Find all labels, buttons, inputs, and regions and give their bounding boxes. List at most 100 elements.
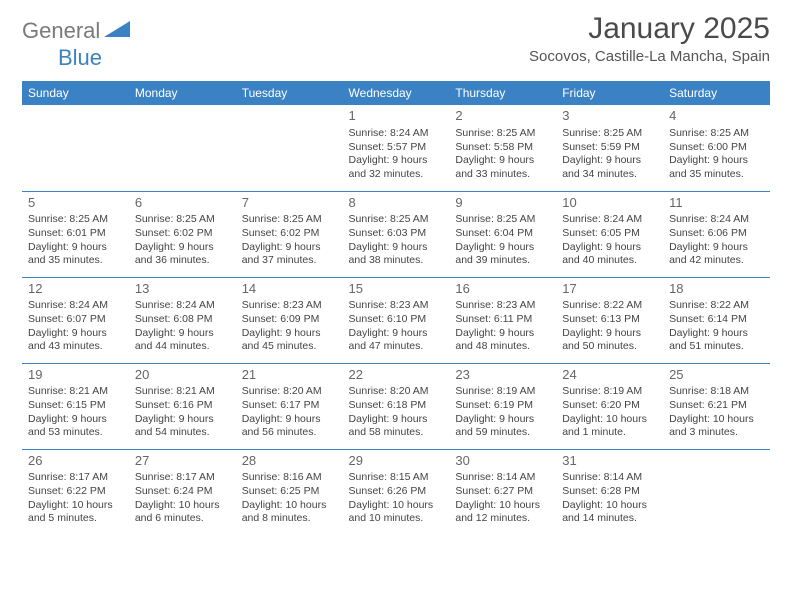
sunset-line: Sunset: 6:03 PM <box>349 227 444 241</box>
sunrise-line: Sunrise: 8:23 AM <box>242 299 337 313</box>
daylight-line: Daylight: 9 hours and 35 minutes. <box>669 154 764 181</box>
sunrise-line: Sunrise: 8:19 AM <box>455 385 550 399</box>
daylight-line: Daylight: 9 hours and 40 minutes. <box>562 241 657 268</box>
daylight-line: Daylight: 10 hours and 14 minutes. <box>562 499 657 526</box>
calendar-day-cell: 8Sunrise: 8:25 AMSunset: 6:03 PMDaylight… <box>343 191 450 277</box>
day-number: 3 <box>562 108 657 125</box>
calendar-week-row: 12Sunrise: 8:24 AMSunset: 6:07 PMDayligh… <box>22 277 770 363</box>
weekday-header: Thursday <box>449 81 556 105</box>
sunrise-line: Sunrise: 8:19 AM <box>562 385 657 399</box>
daylight-line: Daylight: 9 hours and 37 minutes. <box>242 241 337 268</box>
day-number: 24 <box>562 367 657 384</box>
daylight-line: Daylight: 9 hours and 53 minutes. <box>28 413 123 440</box>
sunset-line: Sunset: 6:21 PM <box>669 399 764 413</box>
daylight-line: Daylight: 10 hours and 3 minutes. <box>669 413 764 440</box>
sunset-line: Sunset: 6:25 PM <box>242 485 337 499</box>
sunrise-line: Sunrise: 8:24 AM <box>562 213 657 227</box>
day-number: 16 <box>455 281 550 298</box>
day-number: 12 <box>28 281 123 298</box>
day-number: 25 <box>669 367 764 384</box>
calendar-week-row: 19Sunrise: 8:21 AMSunset: 6:15 PMDayligh… <box>22 363 770 449</box>
sunset-line: Sunset: 6:07 PM <box>28 313 123 327</box>
sunset-line: Sunset: 6:02 PM <box>135 227 230 241</box>
calendar-day-cell: 20Sunrise: 8:21 AMSunset: 6:16 PMDayligh… <box>129 363 236 449</box>
sunset-line: Sunset: 6:11 PM <box>455 313 550 327</box>
sunrise-line: Sunrise: 8:25 AM <box>349 213 444 227</box>
daylight-line: Daylight: 9 hours and 50 minutes. <box>562 327 657 354</box>
sunset-line: Sunset: 6:15 PM <box>28 399 123 413</box>
sunrise-line: Sunrise: 8:18 AM <box>669 385 764 399</box>
day-number: 26 <box>28 453 123 470</box>
sunrise-line: Sunrise: 8:25 AM <box>669 127 764 141</box>
daylight-line: Daylight: 10 hours and 10 minutes. <box>349 499 444 526</box>
day-number: 22 <box>349 367 444 384</box>
sunrise-line: Sunrise: 8:25 AM <box>455 213 550 227</box>
sunset-line: Sunset: 6:28 PM <box>562 485 657 499</box>
sunset-line: Sunset: 6:04 PM <box>455 227 550 241</box>
daylight-line: Daylight: 10 hours and 8 minutes. <box>242 499 337 526</box>
weekday-header: Monday <box>129 81 236 105</box>
calendar-day-cell: 10Sunrise: 8:24 AMSunset: 6:05 PMDayligh… <box>556 191 663 277</box>
day-number: 7 <box>242 195 337 212</box>
day-number: 15 <box>349 281 444 298</box>
calendar-day-cell: 1Sunrise: 8:24 AMSunset: 5:57 PMDaylight… <box>343 105 450 191</box>
calendar-day-cell: 31Sunrise: 8:14 AMSunset: 6:28 PMDayligh… <box>556 449 663 535</box>
daylight-line: Daylight: 9 hours and 32 minutes. <box>349 154 444 181</box>
calendar-day-cell: 29Sunrise: 8:15 AMSunset: 6:26 PMDayligh… <box>343 449 450 535</box>
calendar-day-cell: 4Sunrise: 8:25 AMSunset: 6:00 PMDaylight… <box>663 105 770 191</box>
sunset-line: Sunset: 5:58 PM <box>455 141 550 155</box>
calendar-day-cell: 18Sunrise: 8:22 AMSunset: 6:14 PMDayligh… <box>663 277 770 363</box>
weekday-header: Friday <box>556 81 663 105</box>
calendar-table: SundayMondayTuesdayWednesdayThursdayFrid… <box>22 81 770 535</box>
sunrise-line: Sunrise: 8:22 AM <box>669 299 764 313</box>
day-number: 21 <box>242 367 337 384</box>
sunrise-line: Sunrise: 8:25 AM <box>28 213 123 227</box>
daylight-line: Daylight: 9 hours and 42 minutes. <box>669 241 764 268</box>
calendar-day-cell: 30Sunrise: 8:14 AMSunset: 6:27 PMDayligh… <box>449 449 556 535</box>
day-number: 8 <box>349 195 444 212</box>
day-number: 9 <box>455 195 550 212</box>
sunset-line: Sunset: 6:17 PM <box>242 399 337 413</box>
sunset-line: Sunset: 6:27 PM <box>455 485 550 499</box>
calendar-day-cell: 21Sunrise: 8:20 AMSunset: 6:17 PMDayligh… <box>236 363 343 449</box>
daylight-line: Daylight: 9 hours and 38 minutes. <box>349 241 444 268</box>
day-number: 5 <box>28 195 123 212</box>
calendar-empty-cell <box>663 449 770 535</box>
logo-text-general: General <box>22 18 100 44</box>
calendar-day-cell: 14Sunrise: 8:23 AMSunset: 6:09 PMDayligh… <box>236 277 343 363</box>
sunset-line: Sunset: 6:08 PM <box>135 313 230 327</box>
calendar-day-cell: 25Sunrise: 8:18 AMSunset: 6:21 PMDayligh… <box>663 363 770 449</box>
daylight-line: Daylight: 10 hours and 1 minute. <box>562 413 657 440</box>
daylight-line: Daylight: 9 hours and 44 minutes. <box>135 327 230 354</box>
day-number: 18 <box>669 281 764 298</box>
sunset-line: Sunset: 6:16 PM <box>135 399 230 413</box>
day-number: 6 <box>135 195 230 212</box>
day-number: 17 <box>562 281 657 298</box>
calendar-day-cell: 27Sunrise: 8:17 AMSunset: 6:24 PMDayligh… <box>129 449 236 535</box>
calendar-day-cell: 23Sunrise: 8:19 AMSunset: 6:19 PMDayligh… <box>449 363 556 449</box>
calendar-day-cell: 12Sunrise: 8:24 AMSunset: 6:07 PMDayligh… <box>22 277 129 363</box>
day-number: 29 <box>349 453 444 470</box>
sunrise-line: Sunrise: 8:21 AM <box>135 385 230 399</box>
calendar-week-row: 5Sunrise: 8:25 AMSunset: 6:01 PMDaylight… <box>22 191 770 277</box>
day-number: 31 <box>562 453 657 470</box>
sunrise-line: Sunrise: 8:24 AM <box>349 127 444 141</box>
day-number: 11 <box>669 195 764 212</box>
calendar-empty-cell <box>22 105 129 191</box>
day-number: 13 <box>135 281 230 298</box>
calendar-day-cell: 7Sunrise: 8:25 AMSunset: 6:02 PMDaylight… <box>236 191 343 277</box>
calendar-week-row: 26Sunrise: 8:17 AMSunset: 6:22 PMDayligh… <box>22 449 770 535</box>
sunset-line: Sunset: 6:09 PM <box>242 313 337 327</box>
day-number: 10 <box>562 195 657 212</box>
sunset-line: Sunset: 6:06 PM <box>669 227 764 241</box>
sunrise-line: Sunrise: 8:25 AM <box>242 213 337 227</box>
day-number: 19 <box>28 367 123 384</box>
title-block: January 2025 Socovos, Castille-La Mancha… <box>529 12 770 65</box>
day-number: 14 <box>242 281 337 298</box>
calendar-day-cell: 22Sunrise: 8:20 AMSunset: 6:18 PMDayligh… <box>343 363 450 449</box>
sunset-line: Sunset: 6:19 PM <box>455 399 550 413</box>
sunset-line: Sunset: 6:24 PM <box>135 485 230 499</box>
calendar-week-row: 1Sunrise: 8:24 AMSunset: 5:57 PMDaylight… <box>22 105 770 191</box>
calendar-day-cell: 24Sunrise: 8:19 AMSunset: 6:20 PMDayligh… <box>556 363 663 449</box>
sunset-line: Sunset: 6:20 PM <box>562 399 657 413</box>
